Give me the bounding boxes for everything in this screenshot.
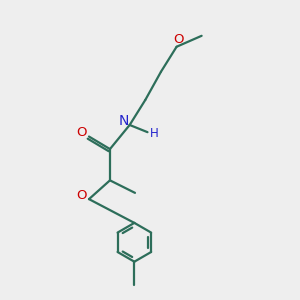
Text: O: O [173, 33, 183, 46]
Text: O: O [76, 189, 86, 202]
Text: O: O [76, 126, 86, 139]
Text: H: H [149, 127, 158, 140]
Text: N: N [119, 114, 129, 128]
